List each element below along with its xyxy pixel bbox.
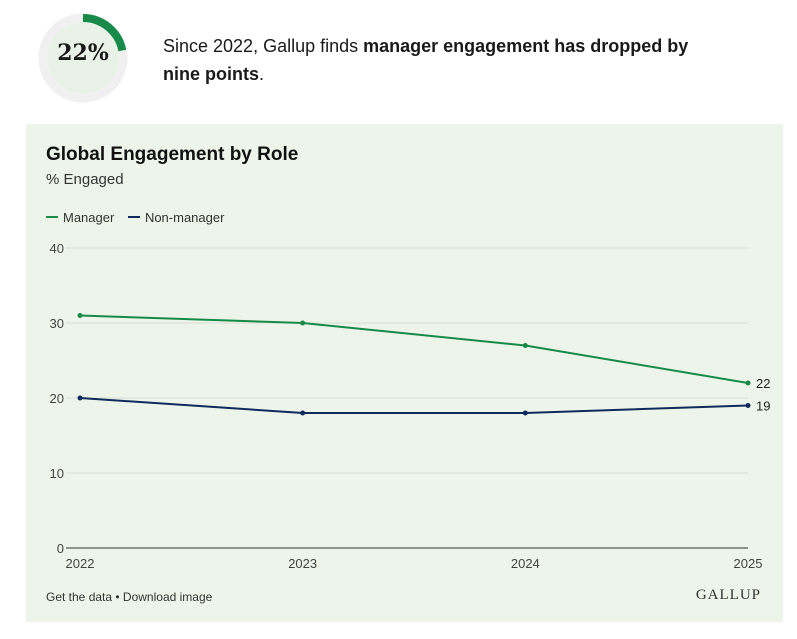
legend-item-non-manager: Non-manager [127,209,225,225]
chart-legend: Manager Non-manager [46,206,234,225]
get-data-link[interactable]: Get the data [46,590,113,604]
series-line-1 [79,397,749,414]
data-point [77,313,83,318]
chart-subtitle: % Engaged [46,171,124,188]
x-tick-label: 2023 [288,556,317,571]
data-point [300,410,306,416]
y-tick-label: 0 [57,541,64,556]
headline-suffix: . [259,64,265,84]
legend-label-non-manager: Non-manager [144,209,225,225]
data-point [745,380,751,386]
data-point [77,395,83,401]
y-tick-label: 40 [50,241,64,256]
chart-footer-links: Get the data • Download image [46,590,212,604]
legend-label-manager: Manager [63,209,115,225]
y-tick-label: 30 [50,316,64,331]
y-tick-label: 10 [50,466,64,481]
headline-bold: manager engagement has dropped by nine p… [163,36,689,84]
stat-callout: 22% Since 2022, Gallup finds manager eng… [0,0,797,118]
stat-headline: Since 2022, Gallup finds manager engagem… [163,32,723,88]
progress-donut: 22% [30,8,136,108]
chart-panel: Global Engagement by Role % Engaged Mana… [26,124,783,622]
legend-item-manager: Manager [46,210,114,225]
legend-swatch-manager [46,216,58,218]
end-label: 19 [756,399,770,414]
series-line-0 [79,314,749,384]
end-label: 22 [756,376,770,391]
footer-separator: • [112,590,123,604]
data-point [522,410,528,416]
legend-swatch-non-manager [127,216,140,218]
donut-ring-icon [38,13,128,103]
download-image-link[interactable]: Download image [122,590,213,604]
headline-prefix: Since 2022, Gallup finds [163,36,364,56]
gallup-logo: GALLUP [695,587,761,603]
chart-title: Global Engagement by Role [46,144,299,165]
data-point [745,403,751,408]
stat-value: 22% [57,40,109,66]
x-tick-label: 2025 [734,556,763,571]
donut-arc [82,14,127,52]
y-tick-label: 20 [50,391,64,406]
x-tick-label: 2024 [511,556,540,571]
x-tick-label: 2022 [66,556,95,571]
line-chart: 0 10 20 30 40 2022 2023 2024 2025 22 19 [50,241,771,571]
data-point [300,320,306,326]
data-point [522,343,528,348]
